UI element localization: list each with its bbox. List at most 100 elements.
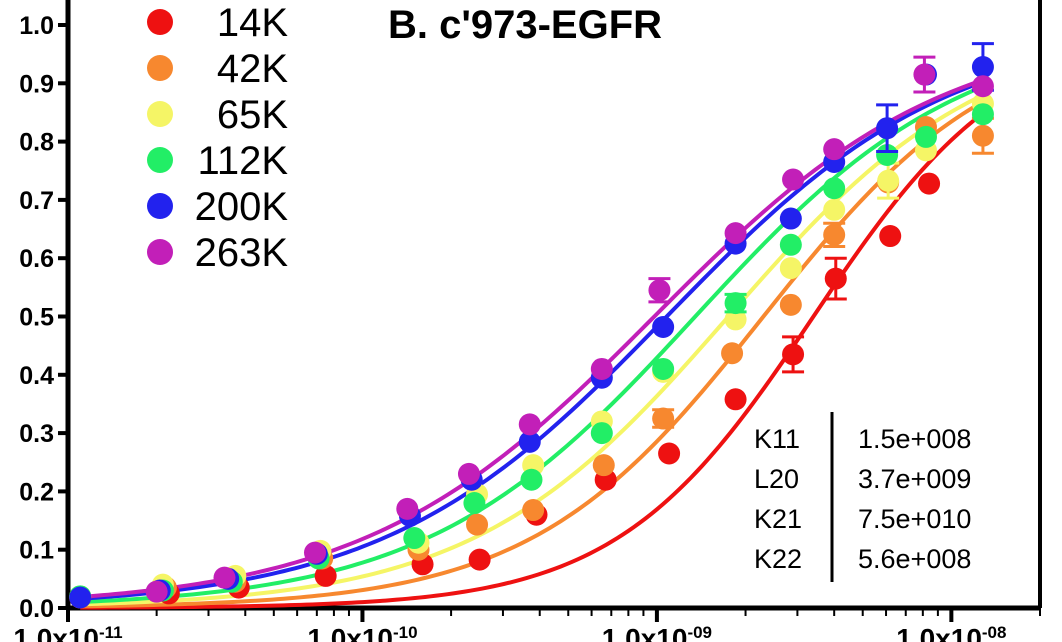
data-point (652, 315, 675, 338)
legend-label: 200K (195, 185, 289, 229)
data-point (721, 342, 744, 365)
data-point (971, 55, 994, 78)
data-point (466, 513, 489, 536)
data-point (782, 343, 805, 366)
series-14K (69, 172, 941, 609)
data-point (522, 499, 545, 522)
parameter-value: 7.5e+010 (858, 504, 971, 534)
data-point (971, 103, 994, 126)
x-tick-label: 1.0x10-10 (307, 623, 417, 642)
data-point (918, 172, 941, 195)
parameter-name: K11 (754, 424, 800, 454)
parameter-row: K22 5.6e+008 (754, 544, 971, 574)
parameter-value: 1.5e+008 (858, 424, 971, 454)
y-tick-label: 0.1 (19, 537, 54, 565)
legend-item-14K: 14K (147, 1, 288, 45)
data-point (457, 462, 480, 485)
parameter-row: K21 7.5e+010 (754, 504, 971, 534)
data-point (724, 222, 747, 245)
legend-item-263K: 263K (147, 231, 288, 275)
data-point (590, 422, 613, 445)
legend-label: 14K (217, 1, 288, 45)
parameter-name: K22 (754, 544, 802, 574)
parameter-name: K21 (754, 504, 802, 534)
data-point (823, 223, 846, 246)
y-tick-label: 0.5 (19, 304, 54, 332)
y-tick-label: 0.8 (19, 129, 54, 157)
legend-marker (147, 55, 173, 81)
data-point (648, 279, 671, 302)
x-tick-label: 1.0x10-09 (602, 623, 712, 642)
data-point (877, 169, 900, 192)
legend-label: 42K (217, 47, 288, 91)
data-point (782, 168, 805, 191)
data-point (658, 442, 681, 465)
data-point (876, 117, 899, 140)
y-tick-label: 0.6 (19, 245, 54, 273)
data-point (396, 497, 419, 520)
x-tick-label: 1.0x10-11 (13, 623, 122, 642)
legend-item-112K: 112K (147, 139, 288, 183)
data-point (403, 527, 426, 550)
data-point (823, 177, 846, 200)
data-point (779, 207, 802, 230)
legend-marker (147, 147, 173, 173)
data-point (913, 63, 936, 86)
y-tick-label: 0.4 (19, 362, 54, 390)
chart-title: B. c'973-EGFR (388, 3, 662, 47)
data-point (520, 468, 543, 491)
parameter-table: K11 1.5e+008 L20 3.7e+009 K21 7.5e+010 K22 5.6e… (754, 412, 971, 582)
y-tick-label: 0.3 (19, 420, 54, 448)
data-point (779, 293, 802, 316)
legend-marker (147, 9, 173, 35)
data-point (824, 267, 847, 290)
data-point (590, 357, 613, 380)
y-tick-label: 0.7 (19, 187, 54, 215)
data-point (518, 413, 541, 436)
y-tick-label: 0.2 (19, 478, 54, 506)
data-point (145, 580, 168, 603)
legend-item-65K: 65K (147, 93, 288, 137)
legend-marker (147, 239, 173, 265)
data-point (304, 541, 327, 564)
y-tick-label: 1.0 (19, 12, 54, 40)
data-point (652, 357, 675, 380)
data-point (971, 124, 994, 147)
y-tick-label: 0.0 (19, 595, 54, 623)
data-point (724, 292, 747, 315)
data-point (779, 233, 802, 256)
data-point (876, 144, 899, 167)
legend-label: 263K (195, 231, 289, 275)
data-point (724, 388, 747, 411)
parameter-row: L20 3.7e+009 (754, 464, 971, 494)
data-point (724, 308, 747, 331)
data-point (914, 125, 937, 148)
legend-item-200K: 200K (147, 185, 288, 229)
legend-label: 65K (217, 93, 288, 137)
data-point (823, 138, 846, 161)
data-point (69, 586, 92, 609)
data-point (468, 548, 491, 571)
data-point (592, 454, 615, 477)
data-point (823, 198, 846, 221)
data-point (971, 75, 994, 98)
legend-marker (147, 193, 173, 219)
data-point (213, 566, 236, 589)
parameter-row: K11 1.5e+008 (754, 424, 971, 454)
data-points (69, 42, 994, 609)
data-point (779, 257, 802, 280)
legend-label: 112K (198, 139, 289, 183)
data-point (652, 407, 675, 430)
data-point (518, 430, 541, 453)
parameter-value: 3.7e+009 (858, 464, 971, 494)
y-tick-label: 0.9 (19, 70, 54, 98)
series-263K (145, 55, 994, 603)
parameter-value: 5.6e+008 (858, 544, 971, 574)
legend-item-42K: 42K (147, 47, 288, 91)
data-point (314, 564, 337, 587)
x-tick-label: 1.0x10-08 (896, 623, 1006, 642)
data-point (463, 492, 486, 515)
parameter-name: L20 (754, 464, 799, 494)
